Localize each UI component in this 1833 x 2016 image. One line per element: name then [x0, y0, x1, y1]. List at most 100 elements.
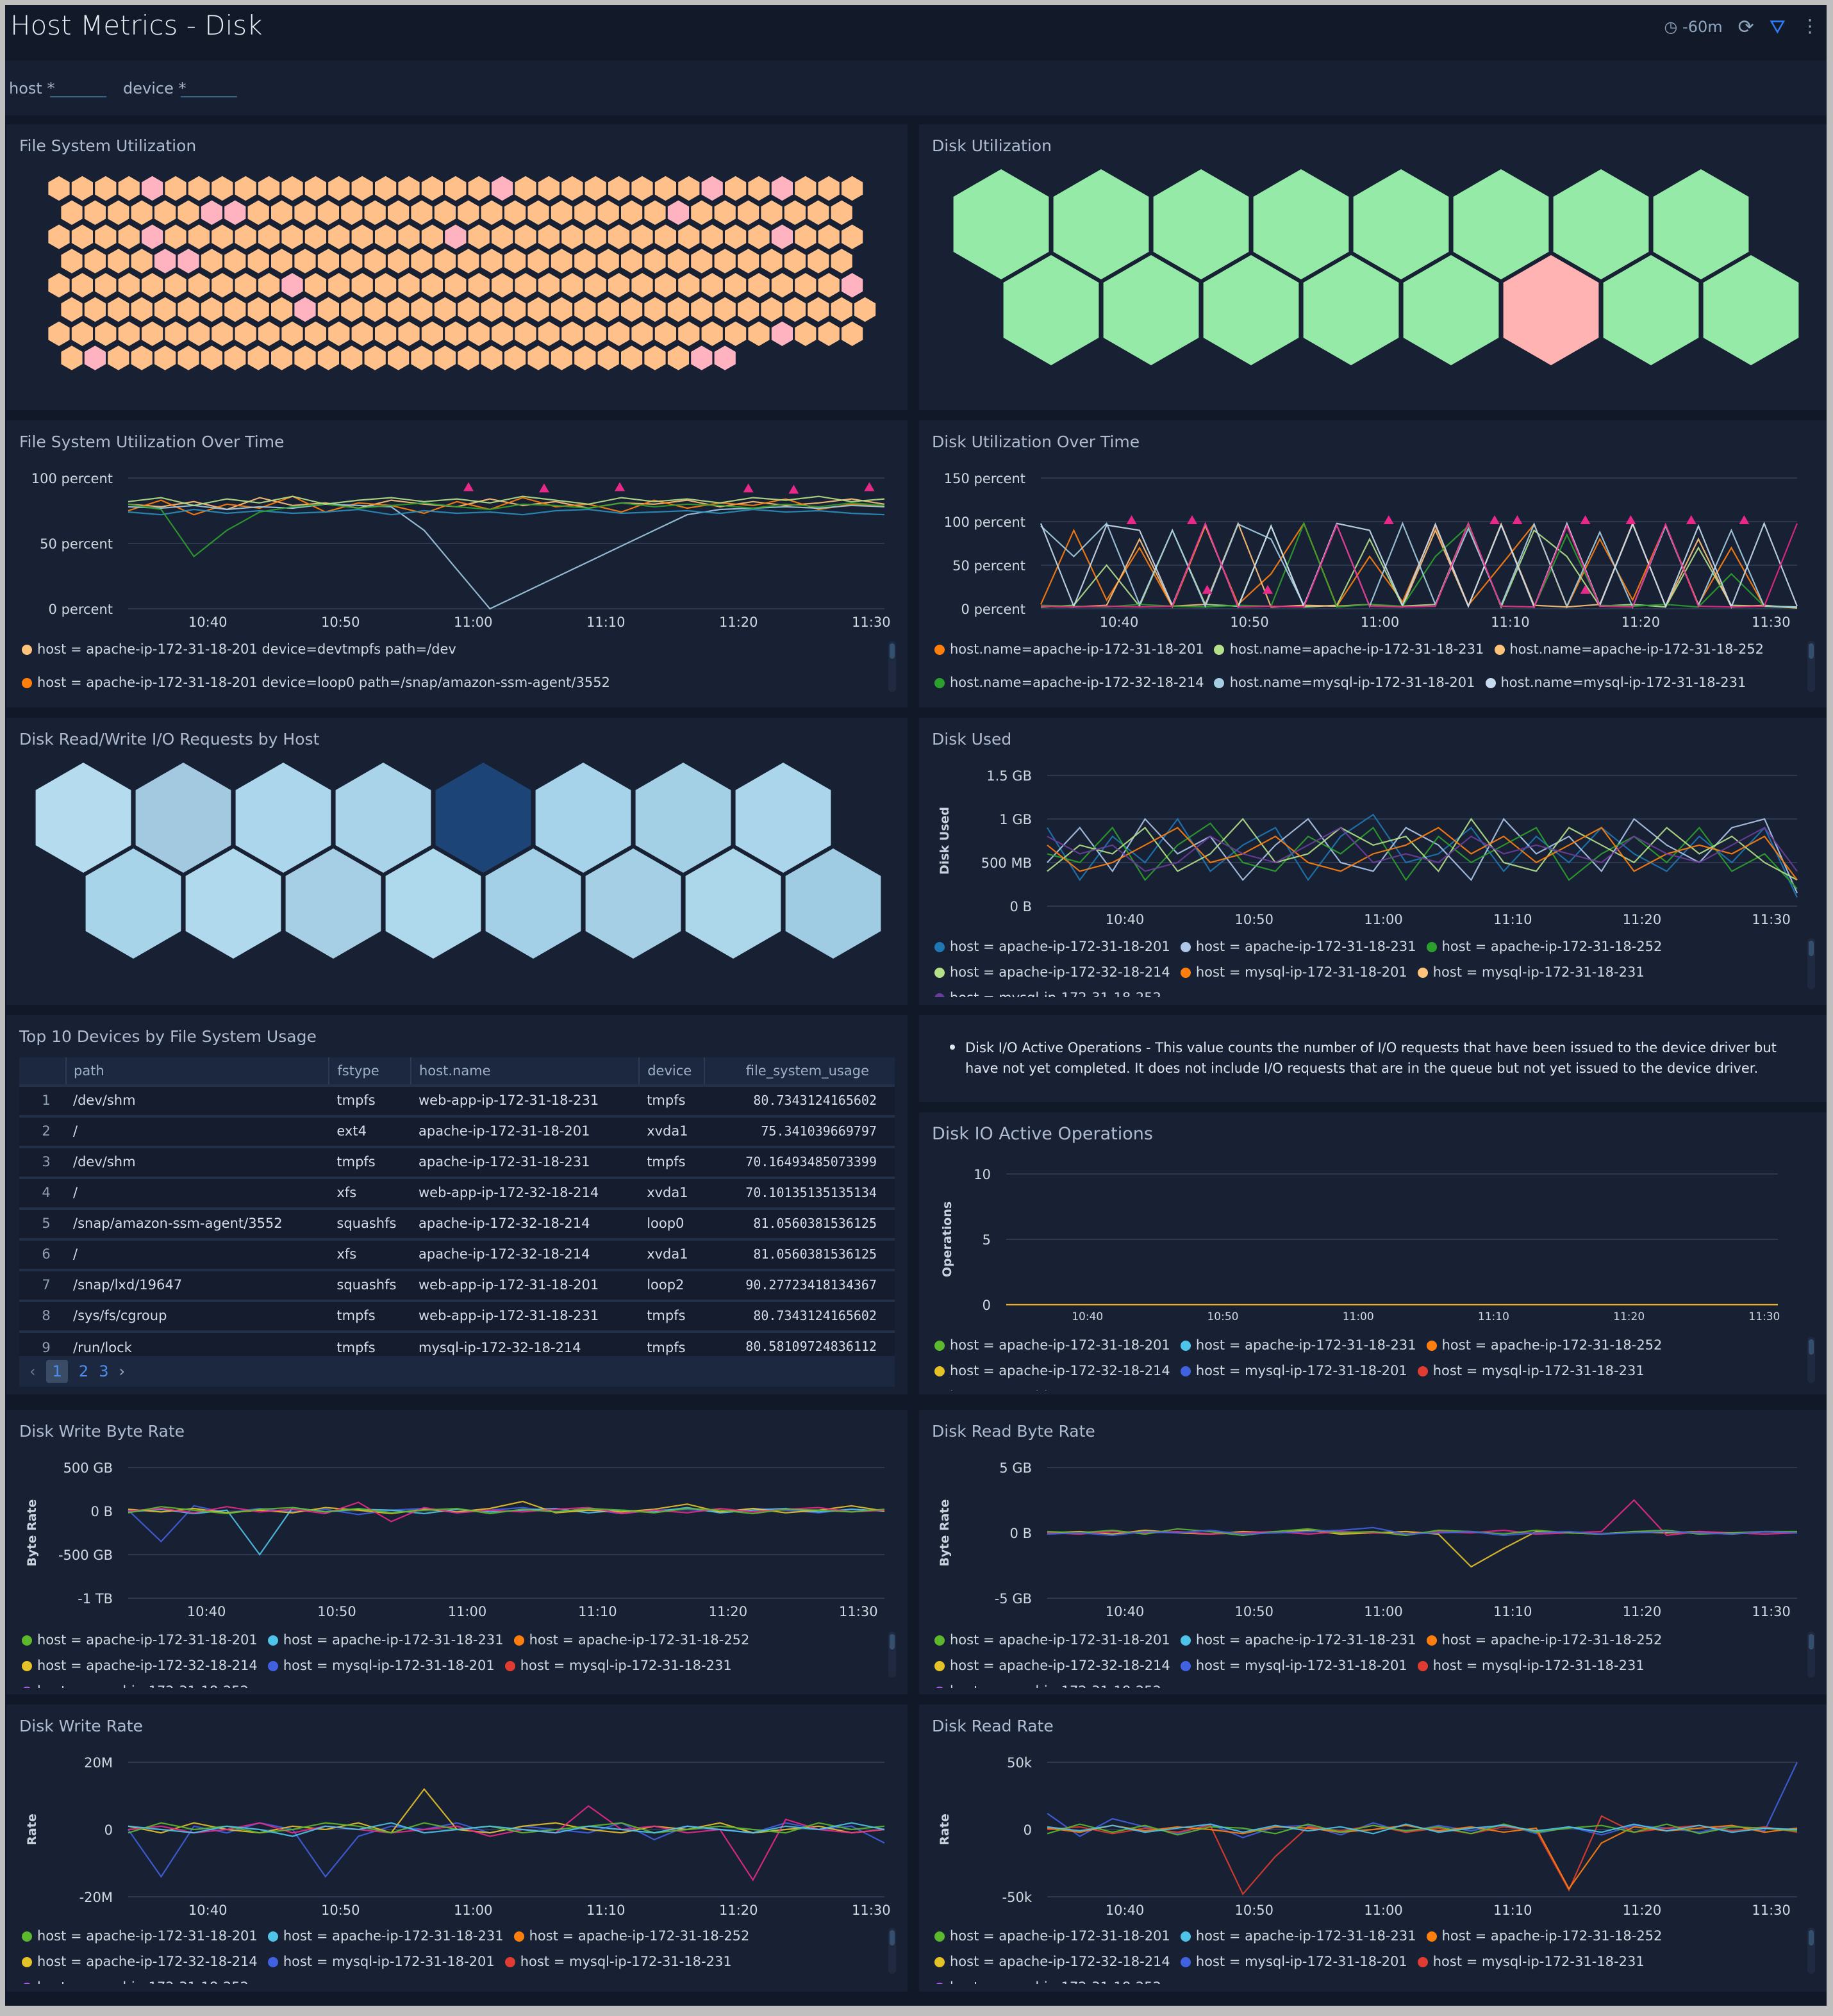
- fs-hex[interactable]: [281, 176, 303, 201]
- page-2-button[interactable]: 2: [78, 1362, 89, 1380]
- fs-hex[interactable]: [108, 297, 129, 322]
- fs-hex[interactable]: [585, 176, 606, 201]
- fs-hex[interactable]: [212, 224, 233, 249]
- fs-hex[interactable]: [48, 176, 70, 201]
- alert-marker[interactable]: [539, 483, 549, 493]
- fs-hex[interactable]: [271, 200, 293, 225]
- fs-hex[interactable]: [597, 200, 619, 225]
- fs-hex[interactable]: [341, 249, 363, 274]
- fs-hex[interactable]: [48, 224, 70, 249]
- fs-hex[interactable]: [831, 297, 852, 322]
- legend-item[interactable]: host.name=apache-ip-172-31-18-252: [1494, 641, 1764, 659]
- legend-scrollbar[interactable]: [1807, 938, 1815, 989]
- series-line[interactable]: [1047, 813, 1798, 898]
- legend-item[interactable]: host = mysql-ip-172-31-18-201: [1180, 1953, 1407, 1971]
- fs-hex[interactable]: [445, 273, 467, 298]
- legend-item[interactable]: host = apache-ip-172-31-18-201: [934, 938, 1170, 956]
- fs-hex[interactable]: [678, 176, 700, 201]
- fs-hex[interactable]: [201, 345, 222, 370]
- hex-cell[interactable]: [1353, 169, 1449, 279]
- fs-hex[interactable]: [294, 297, 316, 322]
- fs-hex[interactable]: [644, 200, 666, 225]
- fs-hex[interactable]: [842, 321, 863, 346]
- fs-hex[interactable]: [212, 273, 233, 298]
- hex-cell[interactable]: [535, 763, 631, 873]
- fs-hex[interactable]: [527, 200, 549, 225]
- fs-hex[interactable]: [608, 321, 630, 346]
- series-line[interactable]: [1040, 521, 1798, 609]
- fs-hex[interactable]: [154, 345, 176, 370]
- fs-hex[interactable]: [771, 273, 793, 298]
- fs-hex[interactable]: [468, 273, 490, 298]
- legend-item[interactable]: host = apache-ip-172-32-18-214: [934, 964, 1170, 982]
- fs-hex[interactable]: [95, 224, 117, 249]
- fs-hex[interactable]: [224, 249, 246, 274]
- fs-hex[interactable]: [247, 249, 269, 274]
- table-row[interactable]: 4/xfs web-app-ip-172-32-18-214 xvda1 70.101…: [19, 1177, 895, 1209]
- alert-marker[interactable]: [1625, 515, 1636, 524]
- next-page-button[interactable]: ›: [119, 1362, 126, 1380]
- series-line[interactable]: [1040, 521, 1798, 609]
- page-3-button[interactable]: 3: [99, 1362, 109, 1380]
- fs-hex[interactable]: [445, 224, 467, 249]
- fs-hex[interactable]: [165, 321, 187, 346]
- hex-cell[interactable]: [1103, 255, 1199, 365]
- fs-hex[interactable]: [188, 176, 210, 201]
- hex-cell[interactable]: [1603, 255, 1699, 365]
- fs-hex[interactable]: [527, 297, 549, 322]
- fs-hex[interactable]: [375, 224, 397, 249]
- fs-hex[interactable]: [178, 297, 199, 322]
- legend-item[interactable]: host = mysql-ip-172-31-18-252: [934, 1388, 1161, 1391]
- fs-hex[interactable]: [61, 297, 83, 322]
- legend-item[interactable]: host = mysql-ip-172-31-18-201: [267, 1657, 495, 1675]
- legend-item[interactable]: host = mysql-ip-172-31-18-231: [1417, 1953, 1645, 1971]
- fs-hex[interactable]: [701, 224, 723, 249]
- fs-hex[interactable]: [364, 249, 386, 274]
- legend-item[interactable]: host = apache-ip-172-32-18-214: [934, 1362, 1170, 1380]
- legend-item[interactable]: host = apache-ip-172-31-18-252: [1426, 938, 1662, 956]
- fs-hex[interactable]: [434, 345, 456, 370]
- fs-hex[interactable]: [224, 200, 246, 225]
- hex-cell[interactable]: [1053, 169, 1149, 279]
- series-line[interactable]: [1040, 521, 1798, 608]
- column-header[interactable]: device: [638, 1057, 704, 1086]
- fs-hex[interactable]: [165, 273, 187, 298]
- series-line[interactable]: [1047, 827, 1798, 880]
- legend-scrollbar[interactable]: [1807, 1632, 1815, 1678]
- fs-hex[interactable]: [701, 273, 723, 298]
- fs-hex[interactable]: [468, 321, 490, 346]
- table-row[interactable]: 1/dev/shm tmpfs web-app-ip-172-31-18-231 tm…: [19, 1084, 895, 1116]
- fs-hex[interactable]: [515, 176, 536, 201]
- fs-hex[interactable]: [538, 224, 560, 249]
- fs-hex[interactable]: [691, 249, 713, 274]
- legend-item[interactable]: host = apache-ip-172-31-18-201: [934, 1632, 1170, 1649]
- fs-hex[interactable]: [458, 297, 479, 322]
- fs-hex[interactable]: [771, 176, 793, 201]
- hex-cell[interactable]: [635, 763, 731, 873]
- fs-hex[interactable]: [375, 176, 397, 201]
- fs-hex[interactable]: [445, 321, 467, 346]
- fs-hex[interactable]: [608, 176, 630, 201]
- fs-hex[interactable]: [631, 321, 653, 346]
- fs-hex[interactable]: [317, 345, 339, 370]
- fs-hex[interactable]: [434, 200, 456, 225]
- legend-item[interactable]: host = mysql-ip-172-31-18-231: [1417, 1657, 1645, 1675]
- fs-hex[interactable]: [667, 297, 689, 322]
- fs-hex[interactable]: [631, 224, 653, 249]
- fs-hex[interactable]: [118, 224, 140, 249]
- fs-hex[interactable]: [201, 200, 222, 225]
- fs-hex[interactable]: [421, 273, 443, 298]
- fs-hex[interactable]: [678, 224, 700, 249]
- legend-item[interactable]: host = mysql-ip-172-31-18-201: [1180, 964, 1407, 982]
- fs-hex[interactable]: [574, 297, 596, 322]
- series-line[interactable]: [1047, 1824, 1798, 1890]
- fs-hex[interactable]: [714, 249, 736, 274]
- fs-hex[interactable]: [375, 321, 397, 346]
- fs-hex[interactable]: [701, 176, 723, 201]
- alert-marker[interactable]: [1489, 515, 1500, 524]
- fs-hex[interactable]: [131, 297, 153, 322]
- fs-hex[interactable]: [71, 273, 93, 298]
- fs-hex[interactable]: [458, 249, 479, 274]
- hex-cell[interactable]: [285, 848, 381, 959]
- fs-hex[interactable]: [808, 200, 829, 225]
